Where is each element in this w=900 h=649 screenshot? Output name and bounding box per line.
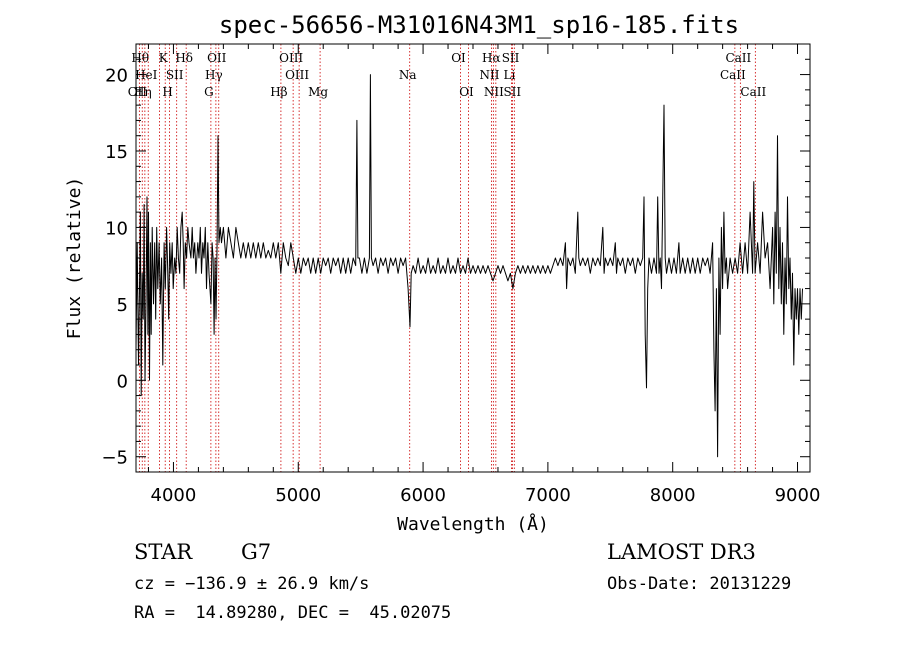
line-label-25: CaII: [720, 68, 746, 82]
observation-date: Obs-Date: 20131229: [607, 574, 792, 594]
y-tick-label-4: 15: [105, 142, 128, 163]
line-label-20: Hα: [482, 51, 501, 65]
x-tick-label-3: 7000: [525, 485, 571, 506]
line-label-3: HeI: [135, 68, 158, 82]
line-label-8: Hδ: [175, 51, 193, 65]
line-label-16: Na: [399, 68, 417, 82]
object-subclass: G7: [241, 540, 272, 564]
y-tick-label-0: −5: [101, 448, 128, 469]
spectrum-line-0: [135, 74, 803, 458]
y-tick-label-3: 10: [105, 218, 128, 239]
survey-name: LAMOST DR3: [607, 540, 756, 564]
line-label-5: K: [159, 51, 169, 65]
y-tick-label-1: 0: [117, 371, 128, 392]
line-label-26: CaII: [725, 51, 751, 65]
line-label-7: SII: [166, 68, 184, 82]
line-label-1: Hθ: [131, 51, 149, 65]
x-tick-label-0: 4000: [151, 485, 197, 506]
line-label-15: Mg: [308, 85, 328, 99]
x-tick-label-5: 9000: [775, 485, 821, 506]
line-label-22: Li: [504, 68, 516, 82]
line-label-11: OII: [207, 51, 227, 65]
chart-title: spec-56656-M31016N43M1_sp16-185.fits: [219, 11, 739, 39]
x-tick-label-4: 8000: [650, 485, 696, 506]
line-label-2: Hη: [134, 85, 152, 99]
y-axis-label: Flux (relative): [64, 177, 85, 340]
line-label-18: OI: [459, 85, 474, 99]
line-label-23: SII: [502, 51, 520, 65]
line-label-27: CaII: [740, 85, 766, 99]
line-label-14: OIII: [285, 68, 309, 82]
x-tick-label-2: 6000: [400, 485, 446, 506]
axis-ticks: 4000 5000 6000 7000 8000 9000 −5 0 5 10 15 20: [101, 44, 820, 506]
y-tick-label-2: 5: [117, 295, 128, 316]
object-class: STAR: [134, 540, 193, 564]
line-label-12: Hβ: [270, 85, 287, 99]
line-label-17: OI: [451, 51, 466, 65]
line-label-13: OIII: [279, 51, 303, 65]
line-label-24: SII: [503, 85, 521, 99]
line-label-19: NII: [479, 68, 499, 82]
x-axis-label: Wavelength (Å): [397, 513, 549, 535]
x-tick-label-1: 5000: [275, 485, 321, 506]
line-label-0: OII: [128, 85, 148, 99]
line-label-6: H: [162, 85, 172, 99]
plot-frame: [135, 43, 811, 473]
line-label-21: NII: [484, 85, 504, 99]
line-label-10: Hγ: [205, 68, 223, 82]
coordinates: RA = 14.89280, DEC = 45.02075: [134, 603, 452, 623]
spectrum-series: [135, 74, 803, 458]
redshift-cz: cz = −136.9 ± 26.9 km/s: [134, 574, 370, 594]
y-tick-label-5: 20: [105, 66, 128, 87]
line-label-9: G: [204, 85, 214, 99]
